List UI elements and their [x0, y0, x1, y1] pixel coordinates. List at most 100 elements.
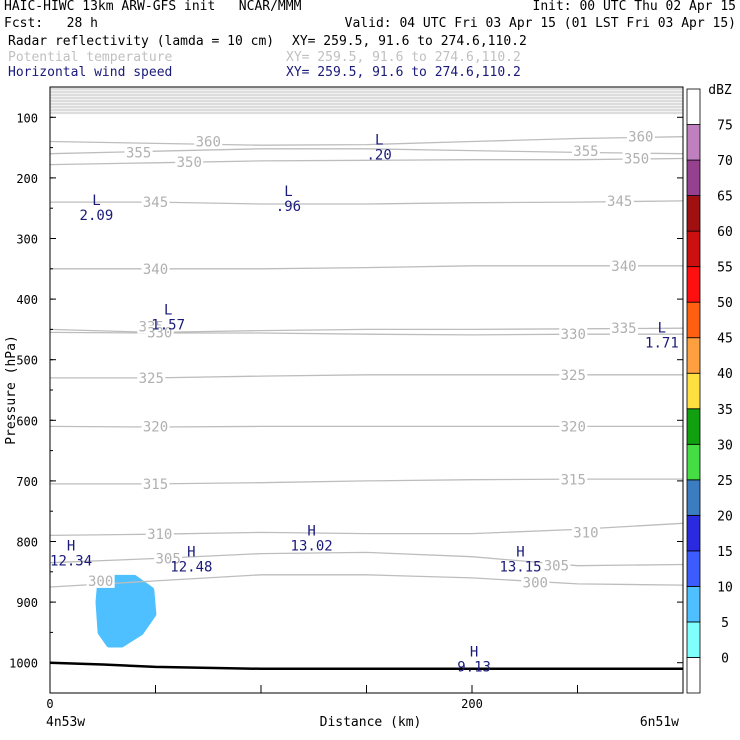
- colorbar-swatch: [686, 479, 701, 516]
- theta-contour-label: 360: [628, 130, 653, 146]
- colorbar-level-label: 70: [717, 154, 733, 169]
- y-tick-label: 400: [16, 293, 38, 307]
- theta-contour-label: 350: [624, 152, 649, 168]
- colorbar-swatch: [686, 514, 701, 552]
- y-axis-label: Pressure (hPa): [4, 335, 19, 445]
- colorbar-swatch: [686, 159, 701, 196]
- wind-extremum-value: .20: [367, 148, 392, 164]
- y-tick-label: 500: [16, 354, 38, 368]
- colorbar-level-label: 75: [717, 119, 733, 134]
- colorbar-swatch: [686, 443, 701, 481]
- theta-contour-label: 355: [573, 144, 598, 160]
- theta-contour-label: 300: [523, 576, 548, 592]
- colorbar-level-label: 65: [717, 190, 733, 205]
- theta-contour-label: 350: [177, 155, 202, 171]
- colorbar-swatch: [686, 657, 701, 694]
- wind-extremum-value: 1.57: [151, 317, 185, 333]
- theta-label-bg: [626, 129, 655, 144]
- wind-max-marker: H: [470, 645, 478, 661]
- wind-min-marker: L: [284, 184, 292, 200]
- y-tick-label: 1000: [9, 657, 38, 671]
- wind-extremum-value: 2.09: [80, 208, 114, 224]
- colorbar-level-label: 25: [717, 474, 733, 489]
- theta-label-bg: [145, 527, 174, 542]
- x-tick-label: 200: [461, 697, 483, 711]
- reflectivity-cell: [95, 574, 157, 648]
- wind-extremum-value: 9.13: [457, 660, 491, 676]
- field-xy-wind: XY= 259.5, 91.6 to 274.6,110.2: [286, 65, 521, 80]
- y-tick-label: 300: [16, 233, 38, 247]
- theta-label-bg: [559, 419, 588, 434]
- colorbar-swatch: [686, 88, 701, 125]
- colorbar-level-label: 5: [721, 616, 729, 631]
- x-endpoint-right: 6n51w: [640, 715, 679, 730]
- theta-contour-360: [49, 136, 684, 146]
- theta-label-bg: [521, 575, 550, 590]
- theta-label-bg: [609, 321, 638, 336]
- theta-contour-label: 345: [607, 194, 632, 210]
- colorbar-level-label: 50: [717, 296, 733, 311]
- theta-contour-label: 320: [143, 419, 168, 435]
- colorbar-swatch: [686, 337, 701, 374]
- theta-label-bg: [559, 327, 588, 342]
- theta-contour-label: 310: [147, 527, 172, 543]
- theta-label-bg: [137, 370, 166, 385]
- colorbar-level-label: 20: [717, 509, 733, 524]
- wind-extremum-value: .96: [276, 199, 301, 215]
- field-label-reflectivity: Radar reflectivity (lamda = 10 cm): [8, 34, 275, 49]
- theta-contour-label: 310: [573, 525, 598, 541]
- theta-label-bg: [86, 573, 115, 588]
- theta-contour-label: 300: [88, 574, 113, 590]
- theta-label-bg: [571, 144, 600, 159]
- wind-extremum-value: 13.15: [499, 560, 541, 576]
- wind-min-marker: L: [92, 193, 100, 209]
- y-tick-label: 800: [16, 536, 38, 550]
- theta-contour-305: [49, 551, 684, 567]
- colorbar-swatch: [686, 301, 701, 339]
- field-label-wind: Horizontal wind speed: [8, 65, 173, 80]
- wind-max-marker: H: [516, 545, 524, 561]
- colorbar-level-label: 45: [717, 332, 733, 347]
- theta-label-bg: [154, 551, 183, 566]
- x-tick-label: 0: [46, 697, 53, 711]
- theta-label-bg: [194, 134, 223, 149]
- colorbar-level-label: 15: [717, 545, 733, 560]
- theta-contour-label: 340: [611, 259, 636, 275]
- theta-label-bg: [141, 419, 170, 434]
- field-label-theta: Potential temperature: [8, 50, 173, 65]
- colorbar-swatch: [686, 550, 701, 587]
- colorbar-swatch: [686, 621, 701, 658]
- theta-contour-label: 315: [143, 477, 168, 493]
- y-tick-label: 700: [16, 475, 38, 489]
- wind-max-marker: H: [187, 545, 195, 561]
- wind-min-marker: L: [375, 133, 383, 149]
- colorbar-swatch: [686, 372, 701, 410]
- x-endpoint-left: 4n53w: [46, 715, 85, 730]
- theta-label-bg: [145, 325, 174, 340]
- y-tick-label: 200: [16, 172, 38, 186]
- colorbar-swatch: [686, 195, 701, 232]
- wind-extremum-value: 1.71: [645, 335, 679, 351]
- wind-max-marker: H: [67, 539, 75, 555]
- wind-extremum-value: 13.02: [291, 538, 333, 554]
- theta-label-bg: [141, 195, 170, 210]
- terrain-surface: [49, 661, 683, 671]
- field-xy-theta: XY= 259.5, 91.6 to 274.6,110.2: [286, 50, 521, 65]
- theta-label-bg: [559, 367, 588, 382]
- y-tick-label: 900: [16, 596, 38, 610]
- theta-label-bg: [622, 151, 651, 166]
- colorbar-level-label: 40: [717, 367, 733, 382]
- theta-contour-label: 325: [561, 368, 586, 384]
- colorbar-swatch: [686, 124, 701, 161]
- theta-contour-300: [49, 574, 684, 588]
- wind-extremum-value: 12.48: [170, 560, 212, 576]
- colorbar-swatch: [686, 586, 701, 623]
- y-tick-label: 600: [16, 414, 38, 428]
- wind-extremum-value: 12.34: [50, 554, 92, 570]
- colorbar-level-label: 60: [717, 225, 733, 240]
- theta-label-bg: [571, 525, 600, 540]
- theta-contour-label: 335: [611, 321, 636, 337]
- y-tick-label: 100: [16, 111, 38, 125]
- colorbar-swatch: [686, 230, 701, 268]
